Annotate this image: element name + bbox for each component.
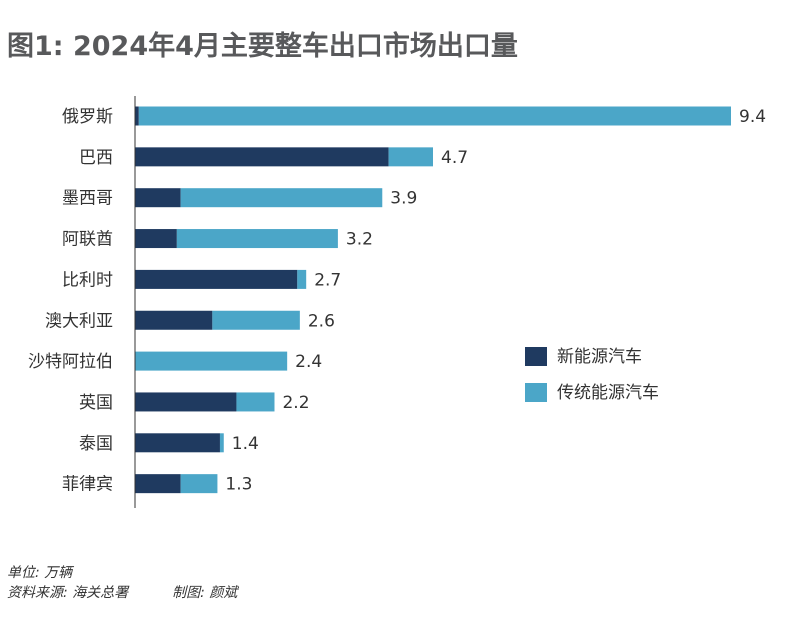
legend-swatch-ice [525,383,547,402]
bar-nev-9 [135,474,181,494]
bar-nev-1 [135,147,389,167]
bar-nev-0 [135,106,139,126]
category-label: 菲律宾 [62,475,113,495]
value-label: 1.3 [225,475,252,495]
bar-nev-7 [135,392,237,412]
bars-group [135,106,731,494]
category-label: 澳大利亚 [45,311,113,331]
legend-label-ice: 传统能源汽车 [557,383,659,403]
legend-swatch-nev [525,347,547,366]
source-note: 资料来源: 海关总署 [7,585,129,601]
bar-ice-2 [180,188,383,208]
value-labels-group: 9.4 4.7 3.9 3.22.7 2.6 2.4 2.2 1.4 1.3 [225,107,766,495]
category-label: 巴西 [79,148,113,168]
category-label: 比利时 [62,270,113,290]
legend-label-nev: 新能源汽车 [557,347,642,367]
value-label: 2.6 [308,311,335,331]
bar-ice-9 [180,474,218,494]
bar-nev-2 [135,188,181,208]
bar-ice-3 [176,229,338,249]
bar-ice-6 [135,351,288,371]
bar-ice-5 [212,310,300,330]
category-label: 沙特阿拉伯 [28,352,113,372]
bar-nev-5 [135,310,213,330]
bar-nev-8 [135,433,220,453]
category-label: 阿联酋 [62,230,113,250]
value-label: 2.2 [282,393,309,413]
bar-ice-4 [297,269,307,289]
footer-notes: 资料来源: 海关总署 制图: 颜斌 [7,582,237,602]
category-label: 英国 [79,393,113,413]
value-label: 2.7 [314,270,341,290]
bar-ice-1 [388,147,433,167]
bar-nev-4 [135,269,298,289]
bar-ice-8 [219,433,224,453]
bar-ice-0 [138,106,731,126]
category-label: 墨西哥 [62,189,113,209]
value-label: 2.4 [295,352,322,372]
value-label: 9.4 [739,107,766,127]
legend: 新能源汽车 传统能源汽车 [525,347,659,403]
bar-nev-3 [135,229,177,249]
category-label: 俄罗斯 [62,107,113,127]
value-label: 1.4 [232,434,259,454]
value-label: 4.7 [441,148,468,168]
unit-note: 单位: 万辆 [7,565,73,581]
credit-note: 制图: 颜斌 [172,585,238,601]
value-label: 3.9 [390,189,417,209]
category-label: 泰国 [79,434,113,454]
bar-ice-7 [236,392,275,412]
value-label: 3.2 [346,230,373,250]
chart-title: 图1: 2024年4月主要整车出口市场出口量 [7,31,518,62]
